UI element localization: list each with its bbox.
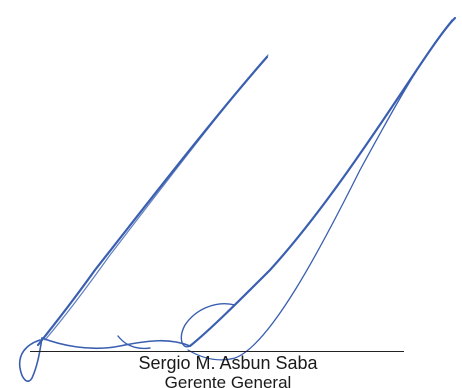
signer-name: Sergio M. Asbun Saba (138, 353, 318, 373)
signature-line (30, 351, 404, 352)
signer-title: Gerente General (164, 373, 292, 388)
